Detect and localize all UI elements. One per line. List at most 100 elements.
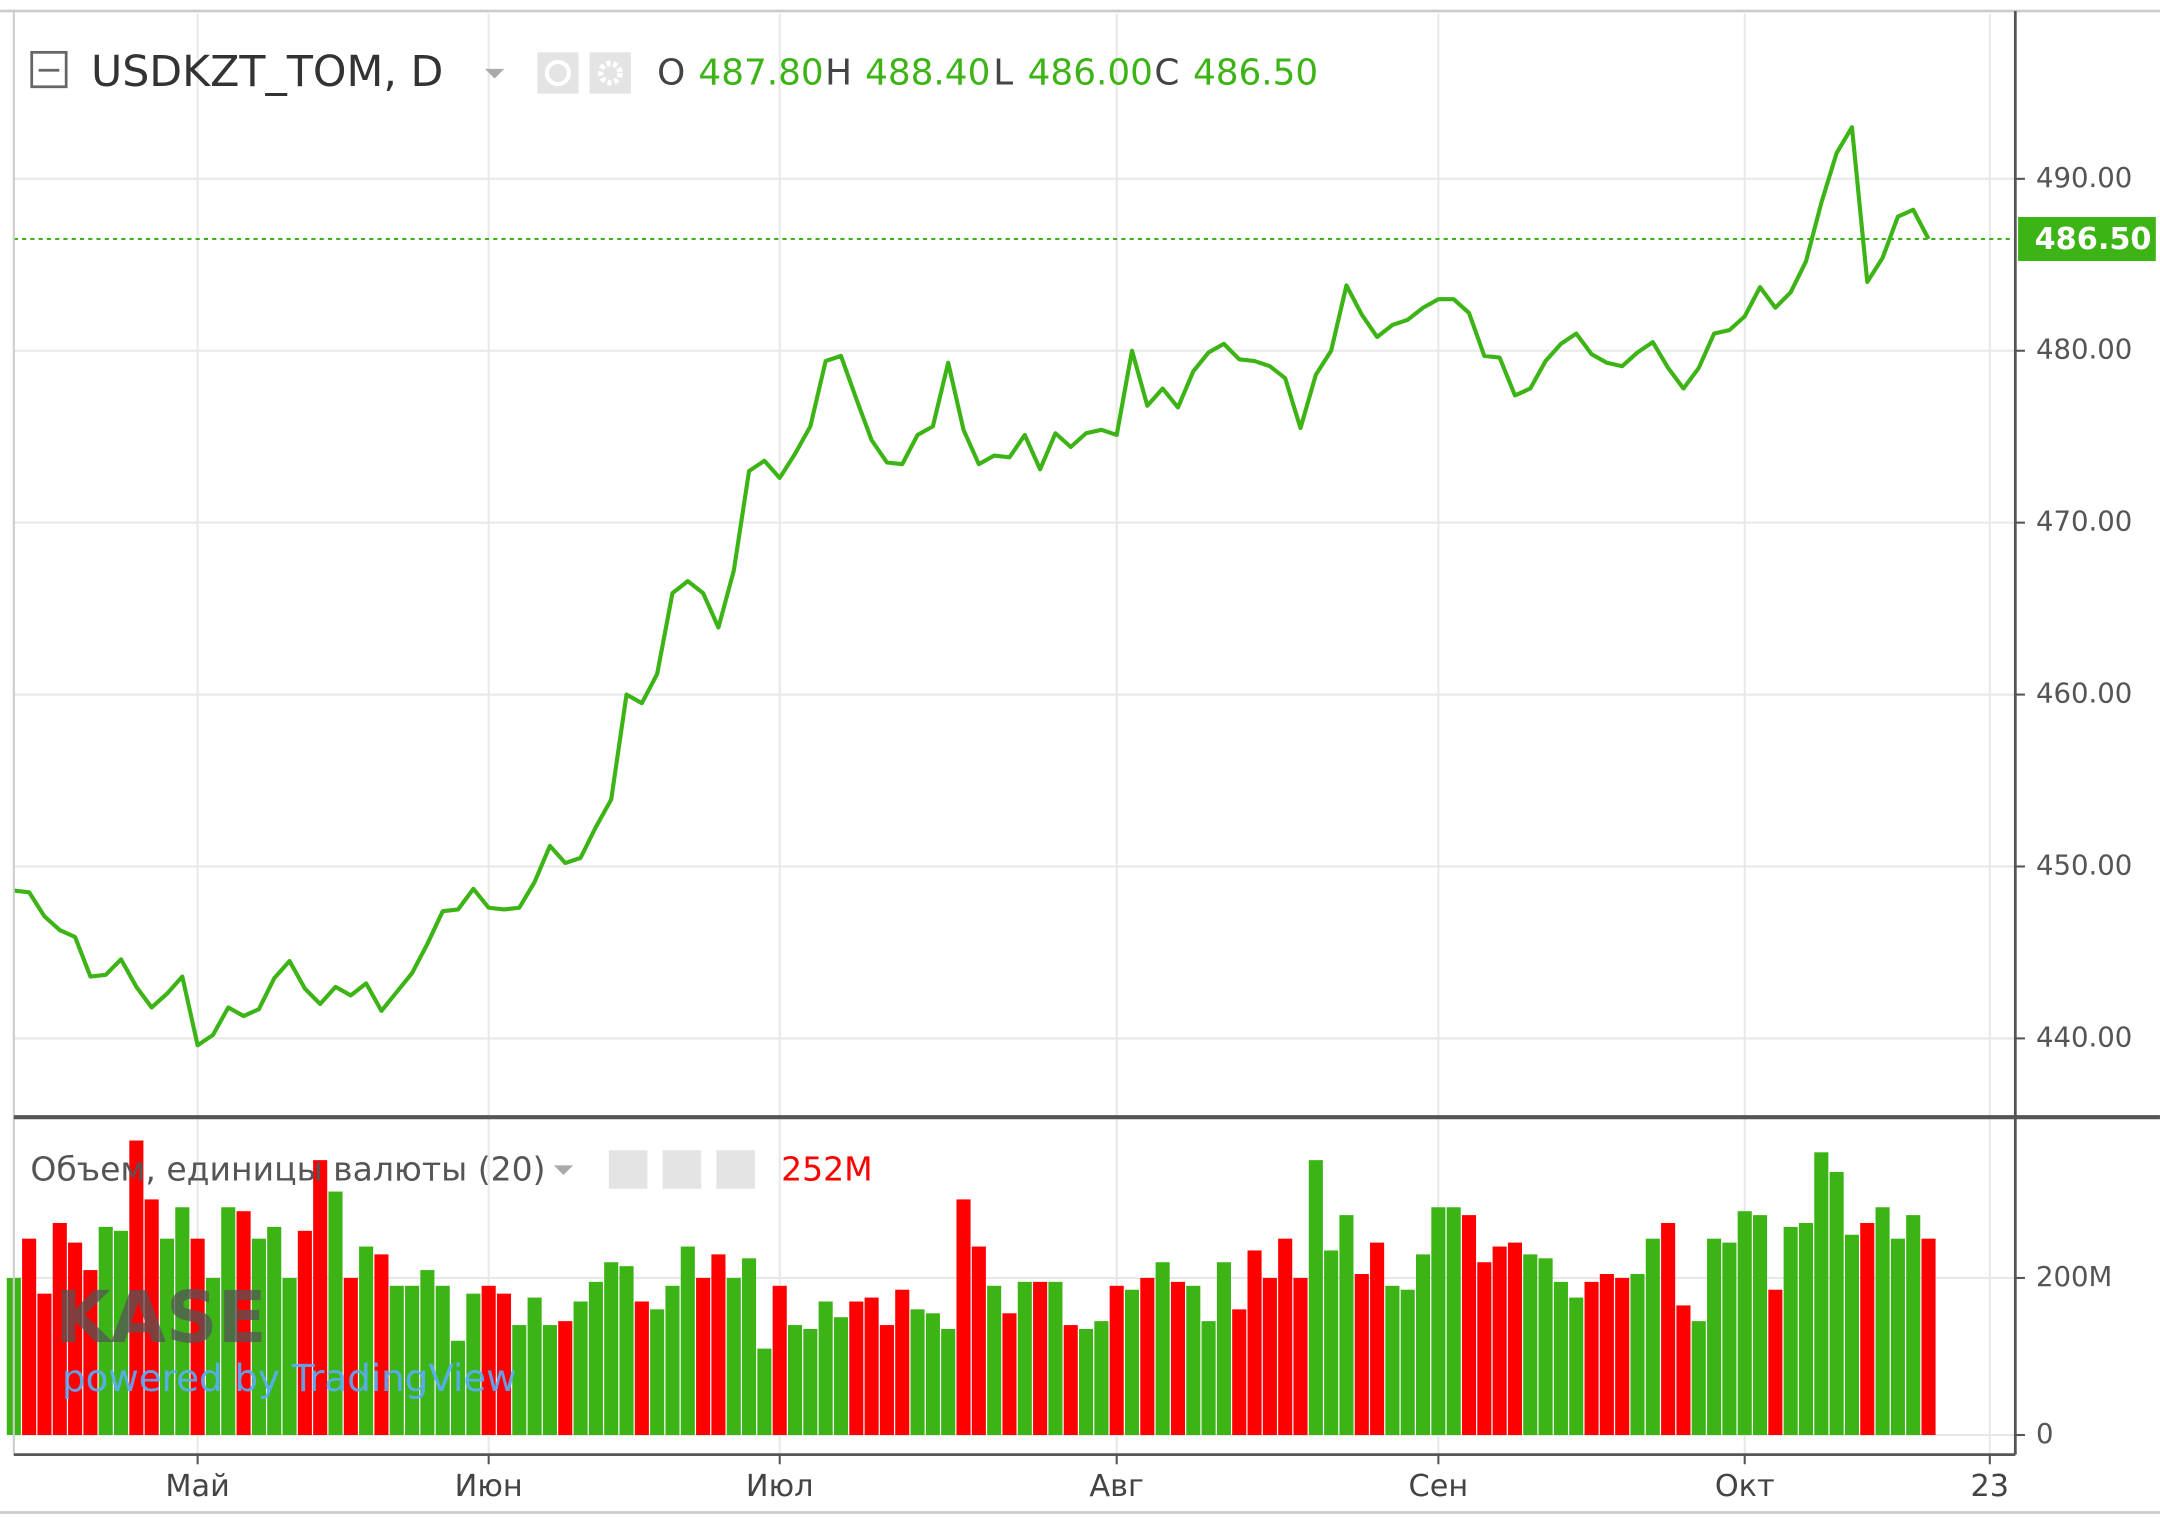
volume-bar: [1324, 1250, 1339, 1436]
volume-bar: [1048, 1281, 1063, 1436]
gear-icon[interactable]: [662, 1150, 702, 1189]
volume-bar: [1186, 1285, 1201, 1436]
volume-bar: [1492, 1246, 1507, 1436]
eye-icon[interactable]: [608, 1150, 648, 1189]
volume-bar: [251, 1238, 266, 1436]
volume-bar: [1232, 1309, 1247, 1436]
volume-bar: [359, 1246, 374, 1436]
volume-bar: [1140, 1277, 1155, 1436]
volume-bar: [1216, 1262, 1231, 1436]
volume-bar: [1293, 1277, 1308, 1436]
volume-bar: [1615, 1277, 1630, 1436]
dropdown[interactable]: [484, 68, 505, 79]
volume-bar: [1814, 1152, 1829, 1436]
volume-bar: [205, 1277, 220, 1436]
volume-bar: [650, 1309, 665, 1436]
volume-bar: [1523, 1254, 1538, 1436]
volume-bar: [1416, 1254, 1431, 1436]
volume-value: 252M: [781, 1149, 873, 1188]
volume-bar: [450, 1340, 466, 1436]
volume-bar: [98, 1226, 113, 1436]
watermark-logo: KASE: [55, 1276, 266, 1359]
volume-bar: [1354, 1274, 1369, 1436]
volume-bar: [374, 1254, 389, 1436]
volume-bar: [573, 1301, 588, 1436]
volume-bar: [129, 1140, 144, 1436]
volume-bar: [1798, 1222, 1814, 1436]
volume-bar: [496, 1293, 512, 1436]
volume-bar: [956, 1199, 971, 1436]
x-tick-label: 23: [1971, 1469, 2010, 1504]
volume-bar: [37, 1293, 52, 1436]
volume-bar: [604, 1262, 619, 1436]
volume-bar: [83, 1270, 98, 1436]
volume-bar: [466, 1293, 481, 1436]
y-tick-label: 490.00: [2036, 162, 2132, 194]
volume-bar: [696, 1277, 711, 1436]
volume-bar: [1553, 1281, 1568, 1436]
ohlc-label: O: [657, 52, 685, 93]
volume-bar: [1033, 1281, 1048, 1436]
volume-bar: [726, 1277, 741, 1436]
volume-bar: [190, 1238, 205, 1436]
volume-bar: [879, 1325, 894, 1436]
volume-bar: [435, 1285, 450, 1436]
price-line: [13, 125, 1931, 1048]
volume-bar: [1124, 1289, 1140, 1436]
volume-bar: [1661, 1222, 1676, 1436]
volume-bar: [1477, 1262, 1492, 1436]
volume-bar: [221, 1207, 236, 1436]
watermark-text: powered by TradingView: [62, 1356, 517, 1400]
volume-bar: [588, 1281, 603, 1436]
volume-bar: [1691, 1321, 1706, 1436]
volume-bar: [634, 1301, 649, 1436]
ohlc-label: L: [993, 52, 1013, 93]
symbol-title: USDKZT_TOM, D: [91, 47, 443, 97]
volume-bar: [512, 1325, 527, 1436]
close-icon[interactable]: [716, 1150, 755, 1189]
volume-bar: [282, 1277, 297, 1436]
dropdown[interactable]: [553, 1165, 574, 1176]
volume-bar: [175, 1207, 190, 1436]
volume-bar: [22, 1238, 37, 1436]
last-price-label: 486.50: [2035, 222, 2152, 257]
ohlc-value: 486.50: [1193, 52, 1318, 93]
volume-bar: [144, 1199, 159, 1436]
volume-bar: [1645, 1238, 1660, 1436]
volume-bar: [849, 1301, 864, 1436]
x-tick-label: Июн: [455, 1469, 523, 1504]
volume-title: Объем, единицы валюты (20): [30, 1149, 545, 1188]
volume-bar: [711, 1254, 726, 1436]
volume-bar: [910, 1309, 925, 1436]
collapse-button[interactable]: [30, 50, 68, 89]
volume-bar: [527, 1297, 542, 1436]
ohlc-value: 488.40: [865, 52, 990, 93]
volume-bar: [52, 1222, 67, 1436]
volume-bar: [1752, 1215, 1768, 1436]
volume-bar: [987, 1285, 1002, 1436]
volume-bar: [1431, 1207, 1446, 1436]
x-tick-label: Авг: [1089, 1469, 1144, 1504]
x-tick-label: Окт: [1715, 1469, 1775, 1504]
gear-icon[interactable]: [589, 52, 631, 94]
volume-bar: [1339, 1215, 1354, 1436]
volume-bar: [328, 1191, 343, 1436]
volume-bar: [1002, 1313, 1017, 1436]
volume-bar: [1875, 1207, 1890, 1436]
volume-bar: [818, 1301, 833, 1436]
volume-bar: [1860, 1222, 1875, 1436]
volume-bar: [665, 1285, 680, 1436]
eye-icon[interactable]: [537, 52, 579, 94]
volume-bar: [113, 1230, 129, 1436]
y-tick-label: 0: [2036, 1418, 2054, 1450]
ohlc-label: H: [825, 52, 852, 93]
volume-bar: [1247, 1250, 1262, 1436]
y-tick-label: 200M: [2036, 1261, 2112, 1293]
volume-bar: [267, 1226, 282, 1436]
volume-bar: [1921, 1238, 1936, 1436]
volume-bar: [1829, 1171, 1844, 1436]
volume-bar: [1385, 1285, 1400, 1436]
volume-bar: [1063, 1325, 1078, 1436]
